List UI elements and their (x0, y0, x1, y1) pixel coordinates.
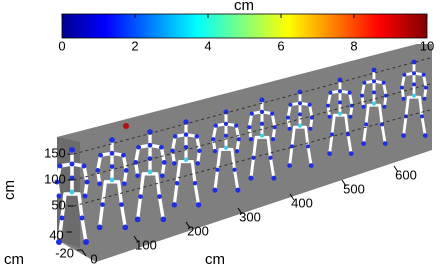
z-grid-line (73, 57, 431, 155)
z-axis-label: cm (1, 180, 18, 200)
z-tick-label: 100 (44, 171, 66, 186)
x-tick-label: 100 (135, 237, 157, 252)
x-tick-label: 500 (343, 181, 365, 196)
z-tick-label: 50 (51, 197, 65, 212)
colorbar (61, 13, 428, 39)
z-tick-label: 150 (44, 145, 66, 160)
z-grid-line (73, 83, 431, 181)
x-tick (185, 221, 191, 229)
colorbar-tick-label: 0 (58, 38, 65, 53)
x-axis-label: cm (205, 251, 225, 268)
x-tick-label: 300 (239, 209, 261, 224)
x-tick-label: 600 (395, 167, 417, 182)
x-tick (289, 193, 295, 201)
x-tick (393, 165, 399, 173)
x-tick (81, 249, 87, 257)
x-tick-label: 0 (90, 251, 97, 266)
x-tick-label: 200 (187, 223, 209, 238)
z-grid-line (73, 109, 431, 207)
y-axis-label: cm (4, 251, 24, 268)
colorbar-tick-label: 2 (131, 38, 138, 53)
colorbar-title: cm (234, 0, 254, 14)
x-tick (133, 235, 139, 243)
y-tick-label: 40 (49, 227, 63, 242)
colorbar-tick-label: 4 (204, 38, 211, 53)
skeletons (52, 58, 430, 247)
x-tick (237, 207, 243, 215)
y-tick-label: -20 (55, 245, 74, 260)
colorbar-tick-label: 10 (420, 38, 434, 53)
axes-back (57, 44, 432, 262)
colorbar-tick-label: 8 (350, 38, 357, 53)
colorbar-tick-label: 6 (277, 38, 284, 53)
x-tick-label: 400 (291, 195, 313, 210)
x-tick (341, 179, 347, 187)
